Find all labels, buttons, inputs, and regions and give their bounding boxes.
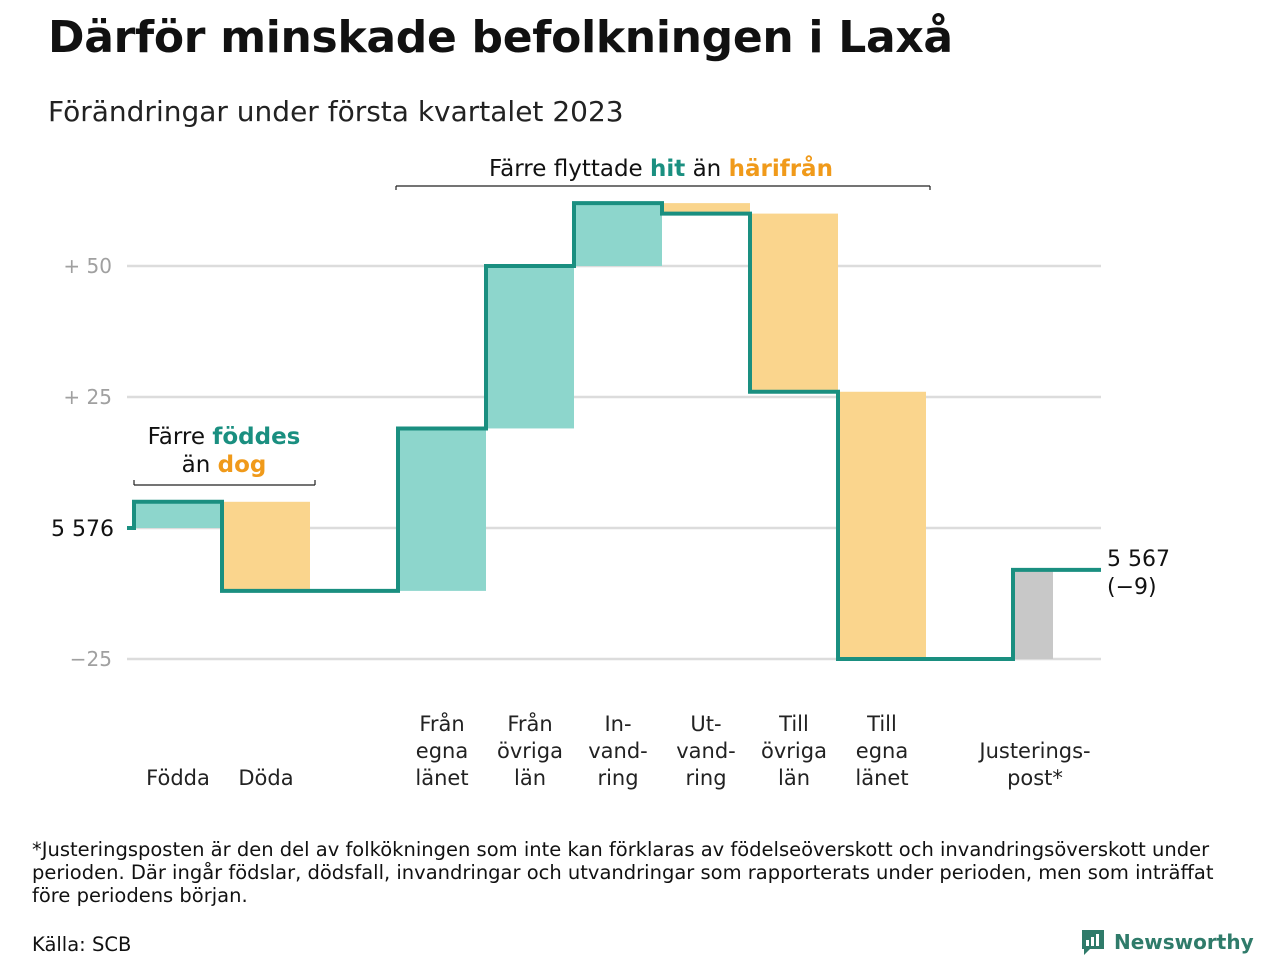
waterfall-bar	[1013, 569, 1053, 659]
footnote: *Justeringsposten är den del av folkökni…	[32, 838, 1214, 907]
waterfall-bar	[662, 203, 750, 214]
births-annotation: Färre föddes än dog	[133, 424, 316, 486]
end-change-label: (−9)	[1107, 575, 1157, 600]
source-label: Källa: SCB	[32, 933, 132, 956]
deaths-highlight: dog	[218, 452, 267, 478]
category-label: ring	[597, 766, 638, 790]
cumulative-step-line	[127, 201, 1101, 661]
births-annotation-line1: Färre föddes	[148, 424, 301, 450]
end-value-label: 5 567	[1107, 547, 1170, 572]
waterfall-bar	[222, 501, 310, 591]
waterfall-bar	[134, 501, 222, 528]
waterfall-bar	[750, 213, 838, 392]
category-label: Till	[866, 712, 897, 736]
y-tick-label: + 50	[63, 254, 112, 278]
waterfall-bar	[486, 266, 574, 429]
migration-hit-highlight: hit	[650, 156, 685, 182]
category-label: länet	[855, 766, 908, 790]
category-label: post*	[1007, 766, 1063, 790]
migration-annotation: Färre flyttade hit än härifrån	[395, 155, 931, 190]
y-tick-label: −25	[70, 647, 112, 671]
births-highlight: föddes	[212, 424, 300, 450]
migration-harifran-highlight: härifrån	[729, 155, 833, 182]
start-value-label: 5 576	[51, 517, 114, 542]
waterfall-chart: + 50 + 25 −25 5 576 Födda Döda Från egna länet Fr…	[51, 155, 1170, 790]
category-label: Till	[778, 712, 809, 736]
logo-text: Newsworthy	[1114, 930, 1254, 954]
chart-subtitle: Förändringar under första kvartalet 2023	[48, 95, 624, 128]
births-annotation-line2: än dog	[182, 452, 267, 478]
migration-annotation-text: Färre flyttade hit än härifrån	[489, 155, 833, 182]
category-label: In-	[604, 712, 631, 736]
category-label: egna	[856, 739, 908, 763]
waterfall-bar	[838, 391, 926, 659]
category-label: Födda	[146, 766, 210, 790]
category-label: vand-	[676, 739, 736, 763]
category-label: vand-	[588, 739, 648, 763]
grid-lines	[127, 264, 1101, 661]
category-label: ring	[685, 766, 726, 790]
category-label: Ut-	[690, 712, 721, 736]
category-label: länet	[415, 766, 468, 790]
bars	[134, 203, 1053, 659]
cumulative-line	[127, 201, 1101, 661]
waterfall-bar	[574, 203, 662, 266]
category-label: Från	[507, 711, 552, 736]
newsworthy-logo: Newsworthy	[1080, 928, 1254, 956]
newsworthy-logo-icon	[1082, 930, 1104, 955]
category-label: Döda	[238, 766, 293, 790]
category-label: Från	[419, 711, 464, 736]
category-label: övriga	[761, 739, 827, 763]
y-tick-label: + 25	[63, 385, 112, 409]
category-label: län	[778, 766, 810, 790]
category-label: egna	[416, 739, 468, 763]
category-label: övriga	[497, 739, 563, 763]
labels: + 50 + 25 −25 5 576 Födda Döda Från egna länet Fr…	[51, 254, 1170, 790]
category-label: Justerings-	[977, 739, 1090, 763]
waterfall-bar	[398, 428, 486, 591]
chart-title: Därför minskade befolkningen i Laxå	[48, 12, 953, 63]
category-label: län	[514, 766, 546, 790]
